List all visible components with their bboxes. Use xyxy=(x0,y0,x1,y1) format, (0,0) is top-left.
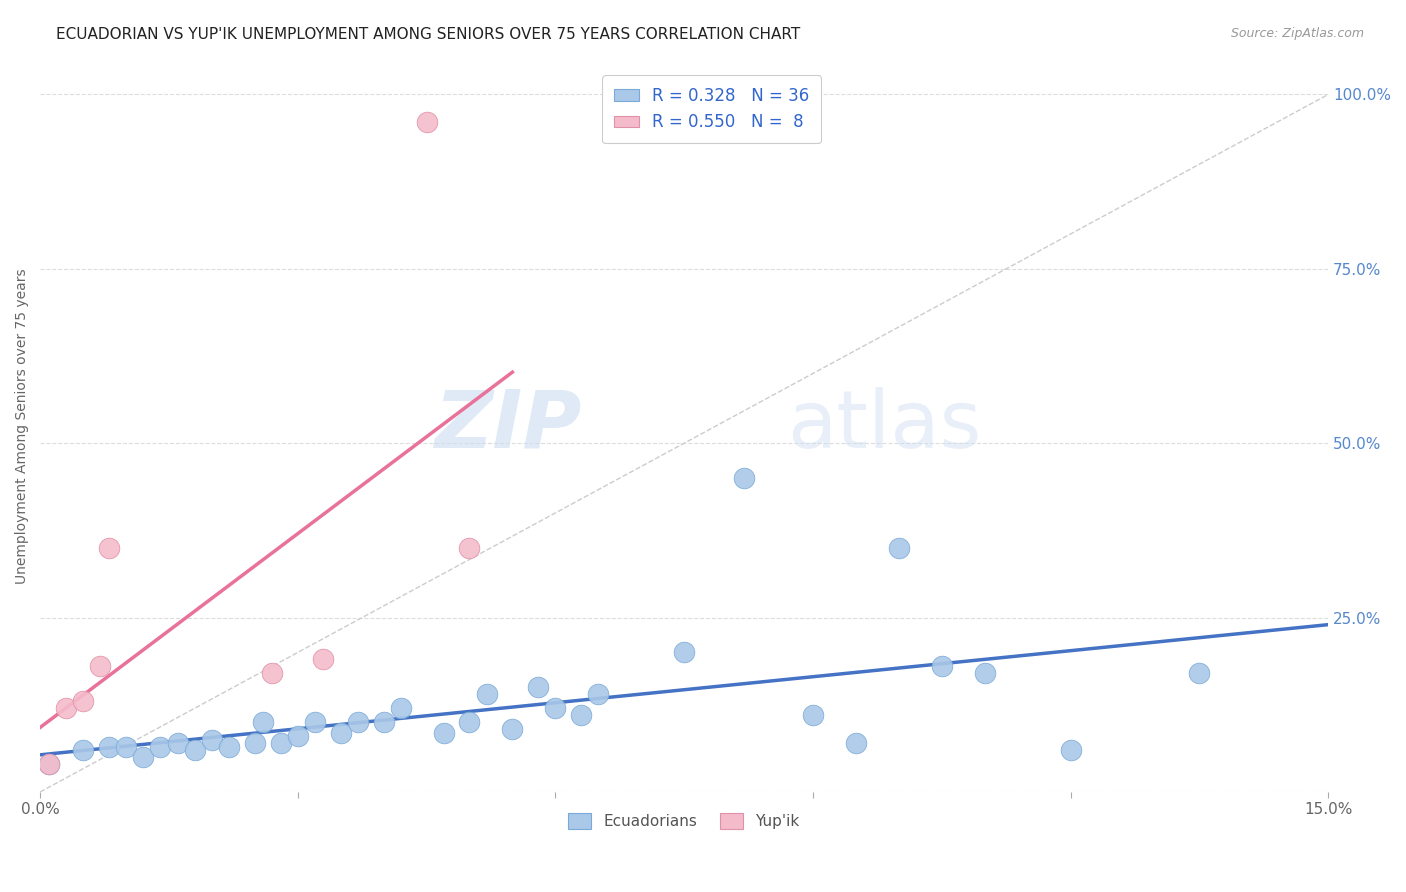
Point xyxy=(475,687,498,701)
Y-axis label: Unemployment Among Seniors over 75 years: Unemployment Among Seniors over 75 years xyxy=(15,268,30,583)
Point xyxy=(218,739,240,754)
Point xyxy=(166,736,188,750)
Point xyxy=(458,541,481,555)
Point xyxy=(89,659,111,673)
Point xyxy=(433,725,456,739)
Point xyxy=(252,715,274,730)
Point xyxy=(270,736,292,750)
Point xyxy=(544,701,567,715)
Point xyxy=(527,681,550,695)
Point xyxy=(260,666,283,681)
Point xyxy=(1188,666,1211,681)
Point xyxy=(588,687,610,701)
Point xyxy=(501,722,523,736)
Point xyxy=(458,715,481,730)
Text: ECUADORIAN VS YUP'IK UNEMPLOYMENT AMONG SENIORS OVER 75 YEARS CORRELATION CHART: ECUADORIAN VS YUP'IK UNEMPLOYMENT AMONG … xyxy=(56,27,800,42)
Point xyxy=(149,739,172,754)
Point xyxy=(415,115,437,129)
Point xyxy=(887,541,910,555)
Point xyxy=(38,757,60,772)
Point xyxy=(845,736,868,750)
Text: ZIP: ZIP xyxy=(433,387,581,465)
Point xyxy=(801,708,824,723)
Point xyxy=(97,739,120,754)
Point xyxy=(287,729,309,743)
Point xyxy=(312,652,335,666)
Point xyxy=(673,645,696,659)
Point xyxy=(201,732,224,747)
Text: atlas: atlas xyxy=(787,387,981,465)
Point xyxy=(373,715,395,730)
Point xyxy=(329,725,352,739)
Point xyxy=(733,471,755,485)
Point xyxy=(389,701,412,715)
Point xyxy=(38,757,60,772)
Point xyxy=(55,701,77,715)
Point xyxy=(1059,743,1081,757)
Point xyxy=(346,715,368,730)
Point xyxy=(72,694,94,708)
Point xyxy=(115,739,138,754)
Point xyxy=(931,659,953,673)
Point xyxy=(304,715,326,730)
Point xyxy=(973,666,995,681)
Point xyxy=(243,736,266,750)
Point xyxy=(569,708,592,723)
Point xyxy=(72,743,94,757)
Point xyxy=(132,750,155,764)
Legend: Ecuadorians, Yup'ik: Ecuadorians, Yup'ik xyxy=(562,807,806,836)
Point xyxy=(97,541,120,555)
Text: Source: ZipAtlas.com: Source: ZipAtlas.com xyxy=(1230,27,1364,40)
Point xyxy=(183,743,205,757)
